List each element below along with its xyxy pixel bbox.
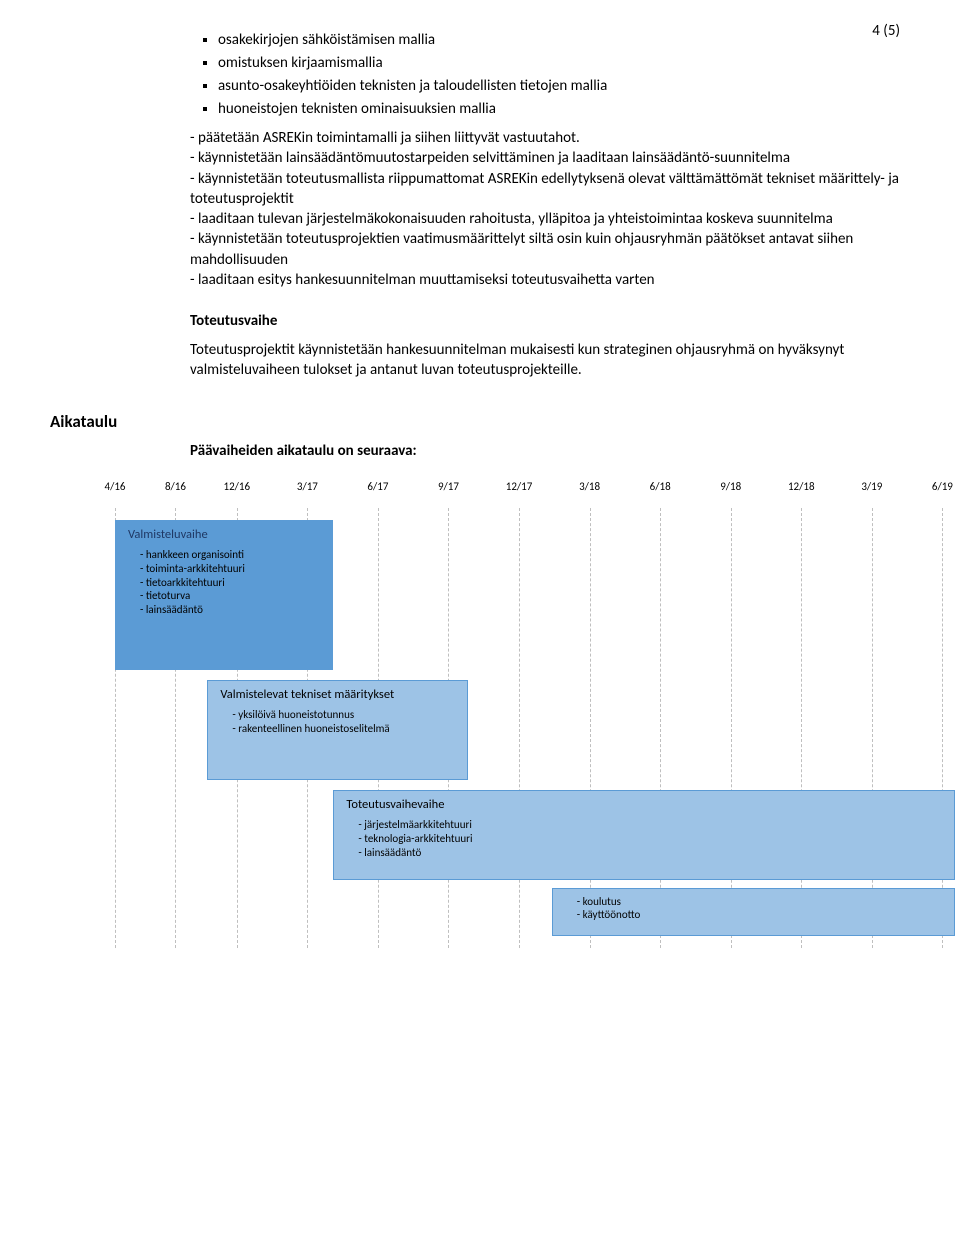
- gantt-bar: koulutuskäyttöönotto: [552, 888, 955, 936]
- gantt-tick: 3/17: [297, 480, 318, 493]
- gantt-bar: Valmistelevat tekniset määritykset yksilö…: [207, 680, 467, 780]
- gantt-tick: 6/18: [650, 480, 671, 493]
- gantt-tick: 12/16: [224, 480, 251, 493]
- gantt-bar-item: toiminta-arkkitehtuuri: [140, 562, 324, 576]
- gantt-bar-item: tietoarkkitehtuuri: [140, 576, 324, 590]
- gantt-bar: Valmisteluvaihe hankkeen organisointitoim…: [115, 520, 333, 670]
- gantt-bar-items: yksilöivä huoneistotunnusrakenteellinen …: [220, 708, 458, 736]
- heading-aikataulu: Aikataulu: [50, 411, 910, 432]
- gantt-tick: 3/18: [579, 480, 600, 493]
- gantt-tick: 8/16: [165, 480, 186, 493]
- gantt-bar-items: järjestelmäarkkitehtuuriteknologia-arkki…: [346, 818, 946, 859]
- gantt-bar-item: järjestelmäarkkitehtuuri: [358, 818, 946, 832]
- gantt-tick: 3/19: [861, 480, 882, 493]
- gantt-bar-item: tietoturva: [140, 589, 324, 603]
- heading-paavaiheet: Päävaiheiden aikataulu on seuraava:: [190, 442, 910, 460]
- gantt-tick: 12/17: [506, 480, 533, 493]
- gantt-bar-item: yksilöivä huoneistotunnus: [232, 708, 458, 722]
- gantt-tick: 9/18: [720, 480, 741, 493]
- paragraph-actions: - päätetään ASREKin toimintamalli ja sii…: [190, 128, 910, 290]
- gantt-bar-title: Valmisteluvaihe: [128, 527, 324, 543]
- gantt-gridline: [872, 508, 873, 948]
- bullet-item: asunto-osakeyhtiöiden teknisten ja talou…: [218, 76, 910, 97]
- gantt-bar-title: Valmistelevat tekniset määritykset: [220, 687, 458, 703]
- gantt-axis: 4/168/1612/163/176/179/1712/173/186/189/…: [115, 480, 955, 500]
- gantt-tick: 6/19: [932, 480, 953, 493]
- gantt-bar-item: käyttöönotto: [577, 908, 946, 922]
- gantt-bar-item: lainsäädäntö: [358, 846, 946, 860]
- gantt-gridline: [519, 508, 520, 948]
- gantt-bar-item: hankkeen organisointi: [140, 548, 324, 562]
- gantt-gridline: [660, 508, 661, 948]
- gantt-tick: 4/16: [105, 480, 126, 493]
- gantt-bar-item: koulutus: [577, 895, 946, 909]
- gantt-bar-item: teknologia-arkkitehtuuri: [358, 832, 946, 846]
- gantt-bar-item: lainsäädäntö: [140, 603, 324, 617]
- bullet-list: osakekirjojen sähköistämisen malliaomist…: [190, 30, 910, 120]
- gantt-bar: Toteutusvaihevaihe järjestelmäarkkitehtuu…: [333, 790, 955, 880]
- paragraph-toteutus: Toteutusprojektit käynnistetään hankesuu…: [190, 340, 910, 381]
- gantt-tick: 9/17: [438, 480, 459, 493]
- page-number: 4 (5): [872, 22, 900, 40]
- heading-toteutusvaihe: Toteutusvaihe: [190, 312, 910, 330]
- gantt-bar-item: rakenteellinen huoneistoselitelmä: [232, 722, 458, 736]
- gantt-chart: 4/168/1612/163/176/179/1712/173/186/189/…: [115, 480, 955, 948]
- gantt-gridline: [942, 508, 943, 948]
- bullet-item: huoneistojen teknisten ominaisuuksien ma…: [218, 99, 910, 120]
- gantt-bar-items: koulutuskäyttöönotto: [565, 895, 946, 923]
- gantt-bar-title: Toteutusvaihevaihe: [346, 797, 946, 813]
- gantt-gridline: [590, 508, 591, 948]
- bullet-item: osakekirjojen sähköistämisen mallia: [218, 30, 910, 51]
- gantt-gridline: [801, 508, 802, 948]
- bullet-item: omistuksen kirjaamismallia: [218, 53, 910, 74]
- gantt-body: Valmisteluvaihe hankkeen organisointitoim…: [115, 508, 955, 948]
- gantt-bar-items: hankkeen organisointitoiminta-arkkitehtu…: [128, 548, 324, 617]
- gantt-tick: 12/18: [788, 480, 815, 493]
- gantt-tick: 6/17: [367, 480, 388, 493]
- gantt-gridline: [731, 508, 732, 948]
